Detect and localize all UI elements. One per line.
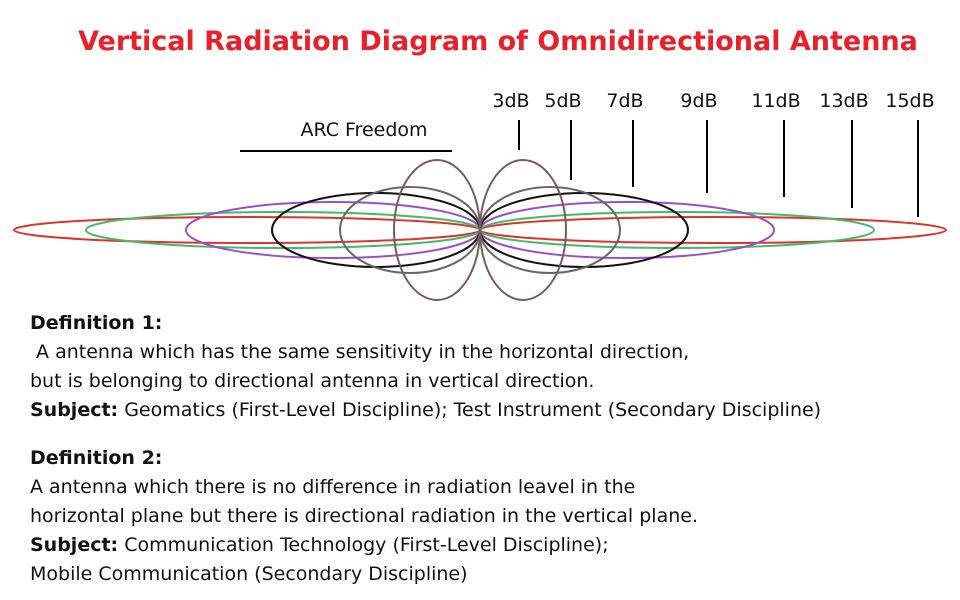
subject-text: Mobile Communication (Secondary Discipli…	[30, 563, 468, 585]
subject-line: Mobile Communication (Secondary Discipli…	[30, 563, 468, 585]
gain-label: 7dB	[606, 90, 643, 112]
definition-line: horizontal plane but there is directiona…	[30, 505, 698, 527]
subject-label: Subject:	[30, 534, 118, 556]
gain-label: 15dB	[885, 90, 934, 112]
lobe	[479, 186, 621, 274]
lobe	[13, 216, 481, 244]
arc-label: ARC Freedom	[300, 119, 427, 141]
lobe	[479, 216, 947, 244]
lobe	[393, 159, 481, 301]
definition-line: but is belonging to directional antenna …	[30, 370, 594, 392]
subject-line: Subject: Communication Technology (First…	[30, 534, 609, 556]
subject-label: Subject:	[30, 399, 118, 421]
subject-text: Communication Technology (First-Level Di…	[118, 534, 608, 556]
subject-line: Subject: Geomatics (First-Level Discipli…	[30, 399, 821, 421]
definitions: Definition 1: A antenna which has the sa…	[30, 312, 821, 585]
radiation-diagram: ARC Freedom	[13, 119, 947, 301]
gain-label: 13dB	[819, 90, 868, 112]
definition-heading: Definition 2:	[30, 447, 162, 469]
gain-label: 3dB	[492, 90, 529, 112]
definition-line: A antenna which there is no difference i…	[30, 476, 635, 498]
lobe	[185, 201, 481, 259]
gain-label: 9dB	[680, 90, 717, 112]
gain-labels: 3dB 5dB 7dB 9dB 11dB 13dB 15dB	[492, 90, 935, 217]
gain-label: 11dB	[751, 90, 800, 112]
definition-line: A antenna which has the same sensitivity…	[30, 341, 689, 363]
subject-text: Geomatics (First-Level Discipline); Test…	[118, 399, 821, 421]
lobe	[339, 186, 481, 274]
gain-label: 5dB	[544, 90, 581, 112]
lobe	[479, 201, 775, 259]
definition-heading: Definition 1:	[30, 312, 162, 334]
title: Vertical Radiation Diagram of Omnidirect…	[78, 26, 918, 57]
lobe	[479, 159, 567, 301]
